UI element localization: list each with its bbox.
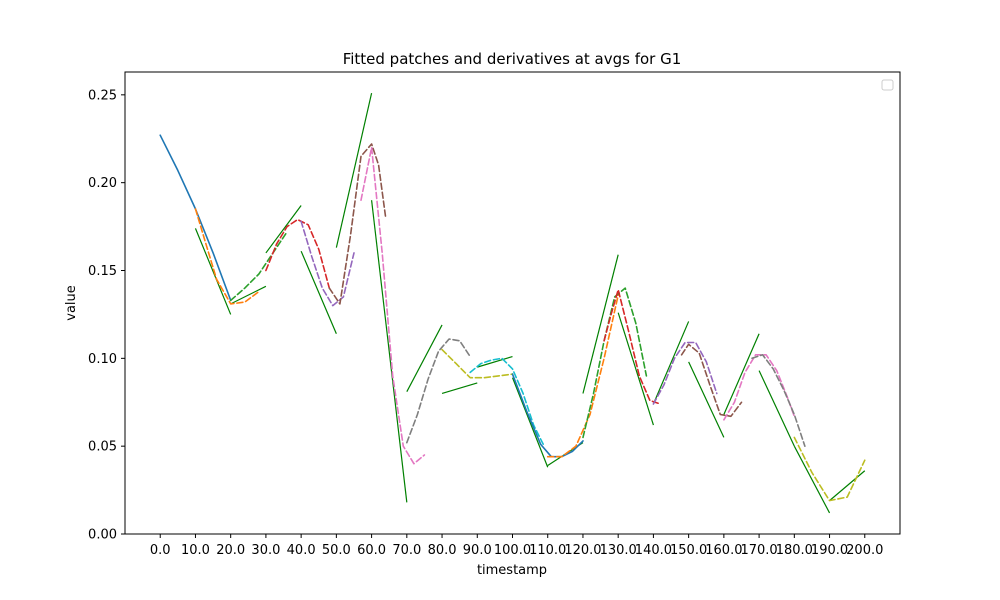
- patch-11-line: [546, 294, 620, 458]
- x-tick-label-2: 20.0: [216, 543, 245, 558]
- patch-8-line: [441, 348, 514, 379]
- x-tick-label-7: 70.0: [392, 543, 421, 558]
- x-tick-label-10: 100.0: [494, 543, 531, 558]
- derivative-line-7: [441, 382, 478, 395]
- chart-title: Fitted patches and derivatives at avgs f…: [343, 50, 682, 68]
- x-tick-label-1: 10.0: [181, 543, 210, 558]
- x-tick-label-11: 110.0: [529, 543, 566, 558]
- fitted-patches: [159, 134, 866, 502]
- derivative-line-16: [758, 370, 795, 447]
- x-tick-label-16: 160.0: [705, 543, 742, 558]
- patch-1-line: [194, 208, 260, 305]
- plot-background: [125, 72, 900, 534]
- patch-14-line: [652, 341, 718, 405]
- x-axis: 0.0 10.0 20.0 30.0 40.0 50.0 60.0 70.0 80.0 90.0 1…: [150, 534, 883, 558]
- x-tick-label-13: 130.0: [600, 543, 637, 558]
- y-tick-label-5: 0.25: [88, 88, 117, 103]
- patch-13-line: [603, 288, 662, 405]
- x-tick-label-19: 190.0: [811, 543, 848, 558]
- patch-4-line: [300, 220, 355, 307]
- derivative-line-8: [477, 356, 513, 368]
- derivative-line-13: [652, 321, 690, 405]
- patch-5-line: [328, 143, 387, 305]
- x-tick-label-12: 120.0: [564, 543, 601, 558]
- y-tick-label-0: 0.00: [88, 528, 117, 543]
- x-tick-label-18: 180.0: [776, 543, 813, 558]
- derivative-lines: [194, 92, 866, 514]
- patch-9-line: [469, 357, 546, 448]
- patch-7-line: [405, 338, 472, 444]
- derivative-line-14: [688, 361, 725, 438]
- derivative-line-3: [300, 250, 337, 334]
- patch-12-line: [582, 287, 648, 439]
- derivative-line-1: [230, 285, 267, 305]
- y-tick-label-3: 0.15: [88, 264, 117, 279]
- y-tick-label-1: 0.05: [88, 440, 117, 455]
- patch-6-line: [360, 146, 426, 465]
- x-tick-label-9: 90.0: [463, 543, 492, 558]
- derivative-line-12: [617, 312, 654, 426]
- x-tick-label-20: 200.0: [846, 543, 883, 558]
- y-tick-label-2: 0.10: [88, 352, 117, 367]
- derivative-line-2: [265, 205, 302, 254]
- patch-18-line: [793, 436, 866, 502]
- x-tick-label-3: 30.0: [251, 543, 280, 558]
- legend-box: [881, 79, 894, 91]
- x-tick-label-5: 50.0: [322, 543, 351, 558]
- x-tick-label-17: 170.0: [740, 543, 777, 558]
- y-axis-label: value: [64, 285, 79, 321]
- y-axis: 0.00 0.05 0.10 0.15 0.20 0.25: [88, 88, 125, 543]
- patch-2-line: [229, 231, 288, 302]
- derivative-line-6: [406, 324, 443, 392]
- x-axis-label: timestamp: [477, 563, 547, 578]
- patch-3-line: [265, 218, 331, 289]
- y-tick-label-4: 0.20: [88, 176, 117, 191]
- derivative-line-15: [723, 333, 760, 415]
- x-tick-label-14: 140.0: [635, 543, 672, 558]
- x-tick-label-0: 0.0: [150, 543, 171, 558]
- patch-17-line: [751, 353, 806, 448]
- x-tick-label-4: 40.0: [287, 543, 316, 558]
- derivative-line-17: [793, 445, 831, 514]
- x-tick-label-8: 80.0: [428, 543, 457, 558]
- derivative-line-9: [511, 377, 549, 468]
- derivative-line-18: [829, 470, 866, 502]
- x-tick-label-6: 60.0: [357, 543, 386, 558]
- derivative-line-11: [582, 254, 619, 394]
- derivative-line-5: [370, 200, 408, 503]
- plot-area: [124, 71, 901, 535]
- derivative-line-4: [335, 92, 373, 248]
- x-tick-label-15: 150.0: [670, 543, 707, 558]
- patch-15-line: [680, 343, 743, 418]
- derivative-line-0: [194, 228, 232, 315]
